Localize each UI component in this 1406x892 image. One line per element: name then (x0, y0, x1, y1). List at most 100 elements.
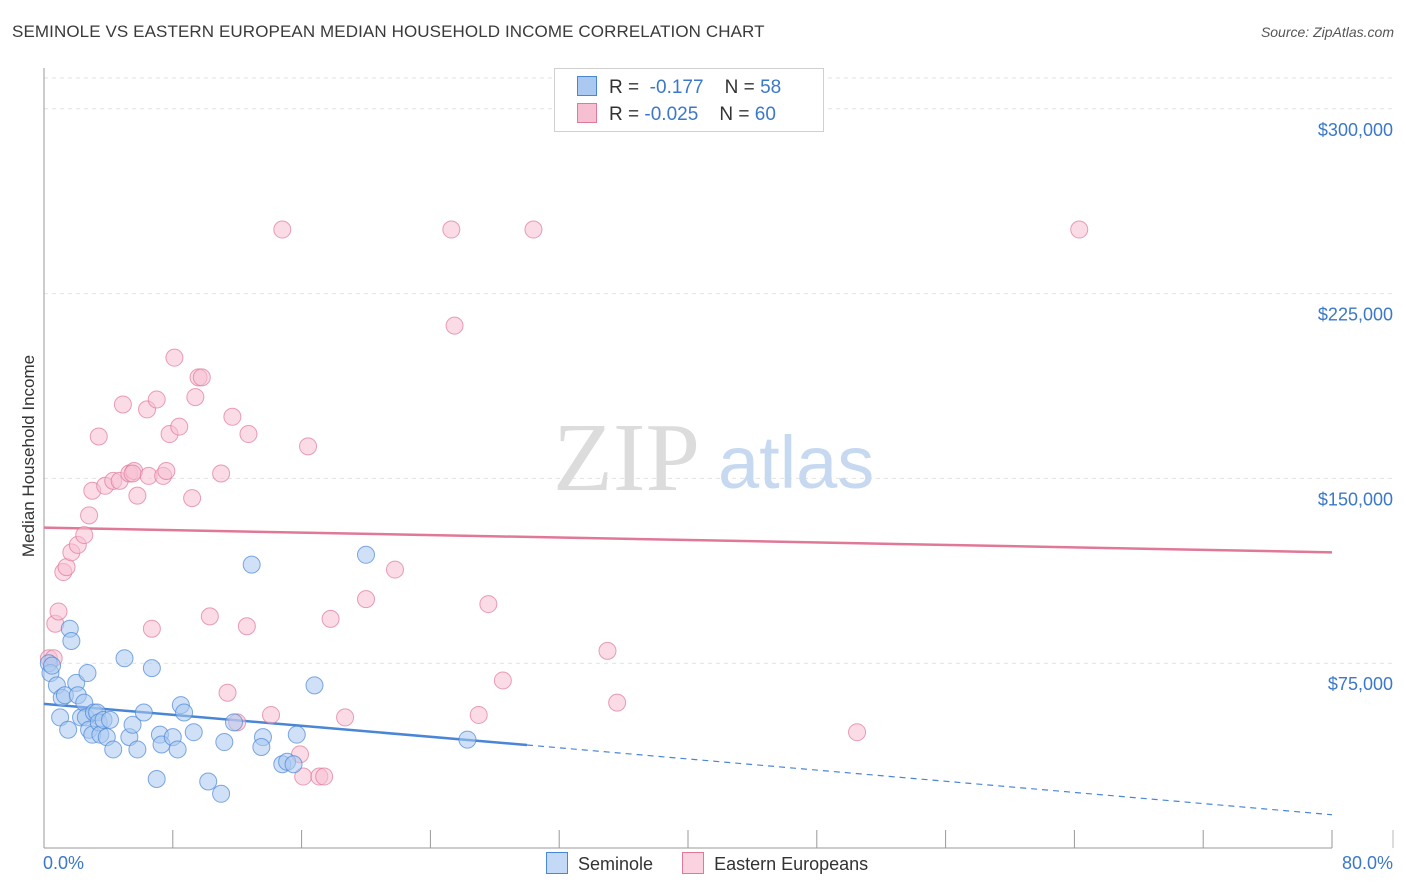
legend-r-label: R = (609, 104, 640, 125)
point-seminole (175, 703, 194, 722)
point-seminole (458, 730, 477, 749)
point-eastern-europeans (49, 602, 68, 621)
point-seminole (123, 715, 142, 734)
point-eastern-europeans (80, 506, 99, 525)
point-eastern-europeans (218, 683, 237, 702)
legend-row-seminole: R = -0.177 N = 58 (577, 76, 781, 100)
point-eastern-europeans (123, 464, 142, 483)
point-eastern-europeans (273, 220, 292, 239)
point-seminole (212, 784, 231, 803)
point-eastern-europeans (469, 705, 488, 724)
point-seminole (284, 755, 303, 774)
point-seminole (224, 713, 243, 732)
point-eastern-europeans (321, 609, 340, 628)
point-eastern-europeans (170, 417, 189, 436)
point-eastern-europeans (445, 316, 464, 335)
point-eastern-europeans (598, 641, 617, 660)
point-seminole (104, 740, 123, 759)
legend-r-value-seminole: -0.177 (649, 77, 704, 98)
point-eastern-europeans (165, 348, 184, 367)
legend-n-label: N = (724, 77, 755, 98)
point-eastern-europeans (75, 526, 94, 545)
point-eastern-europeans (147, 390, 166, 409)
series-legend: Seminole Eastern Europeans (546, 852, 892, 875)
point-seminole (134, 703, 153, 722)
point-eastern-europeans (239, 425, 258, 444)
series-swatch-eastern-europeans (682, 852, 705, 874)
point-seminole (252, 737, 271, 756)
point-eastern-europeans (200, 607, 219, 626)
x-tick-label-right: 80.0% (1342, 853, 1393, 873)
point-eastern-europeans (315, 767, 334, 786)
point-eastern-europeans (262, 705, 281, 724)
point-seminole (242, 555, 261, 574)
data-points (39, 220, 1089, 803)
point-eastern-europeans (157, 462, 176, 481)
point-eastern-europeans (357, 590, 375, 609)
point-seminole (357, 545, 375, 564)
chart-title: SEMINOLE VS EASTERN EUROPEAN MEDIAN HOUS… (12, 22, 765, 41)
legend-n-value-eastern-europeans: 60 (754, 104, 776, 125)
legend-n-value-seminole: 58 (760, 77, 782, 98)
y-tick-label: $75,000 (1328, 674, 1393, 694)
axes (43, 68, 1394, 849)
point-eastern-europeans (142, 619, 161, 638)
legend-r-label: R = (609, 77, 640, 98)
point-seminole (287, 725, 306, 744)
series-legend-eastern-europeans[interactable]: Eastern Europeans (682, 852, 868, 875)
point-seminole (43, 656, 62, 675)
point-eastern-europeans (192, 368, 211, 387)
point-seminole (78, 664, 97, 683)
point-eastern-europeans (299, 437, 318, 456)
series-label-seminole: Seminole (578, 854, 654, 874)
point-seminole (168, 740, 187, 759)
point-eastern-europeans (1070, 220, 1089, 239)
legend-row-eastern-europeans: R = -0.025 N = 60 (577, 103, 776, 127)
trend-line-seminole (43, 702, 528, 747)
point-eastern-europeans (524, 220, 543, 239)
watermark-zip: ZIP (553, 404, 700, 512)
point-eastern-europeans (183, 489, 202, 508)
point-seminole (215, 733, 234, 752)
y-tick-label: $225,000 (1318, 305, 1393, 325)
trend-lines (43, 526, 1333, 816)
point-eastern-europeans (608, 693, 627, 712)
point-eastern-europeans (385, 560, 404, 579)
grid-lines (44, 77, 1393, 664)
point-seminole (101, 710, 120, 729)
y-tick-label: $150,000 (1318, 489, 1393, 509)
trend-line-eastern-europeans (43, 526, 1333, 554)
point-seminole (59, 720, 78, 739)
point-eastern-europeans (113, 395, 132, 414)
legend-swatch-seminole (577, 76, 597, 96)
legend-swatch-eastern-europeans (577, 103, 597, 123)
source-label: Source: ZipAtlas.com (1260, 24, 1394, 40)
point-seminole (128, 740, 147, 759)
point-seminole (147, 770, 166, 789)
point-seminole (142, 659, 161, 678)
series-swatch-seminole (546, 852, 568, 874)
series-label-eastern-europeans: Eastern Europeans (714, 854, 869, 874)
legend-r-value-eastern-europeans: -0.025 (644, 104, 699, 125)
point-seminole (199, 772, 218, 791)
legend-n-label: N = (719, 104, 750, 125)
point-eastern-europeans (212, 464, 231, 483)
point-seminole (184, 723, 203, 742)
y-axis-label: Median Household Income (19, 355, 38, 557)
watermark-atlas: atlas (718, 421, 874, 504)
point-eastern-europeans (848, 723, 867, 742)
point-eastern-europeans (479, 595, 498, 614)
point-seminole (115, 649, 134, 668)
point-eastern-europeans (89, 427, 108, 446)
x-tick-label-left: 0.0% (43, 853, 84, 873)
series-legend-seminole[interactable]: Seminole (546, 852, 653, 875)
y-tick-label: $300,000 (1318, 120, 1393, 140)
point-eastern-europeans (336, 708, 355, 727)
trend-line-extension-seminole (526, 744, 1333, 816)
y-tick-labels: $75,000 $150,000 $225,000 $300,000 (1318, 120, 1393, 694)
point-eastern-europeans (128, 486, 147, 505)
point-eastern-europeans (442, 220, 461, 239)
point-seminole (62, 632, 81, 651)
point-eastern-europeans (493, 671, 512, 690)
